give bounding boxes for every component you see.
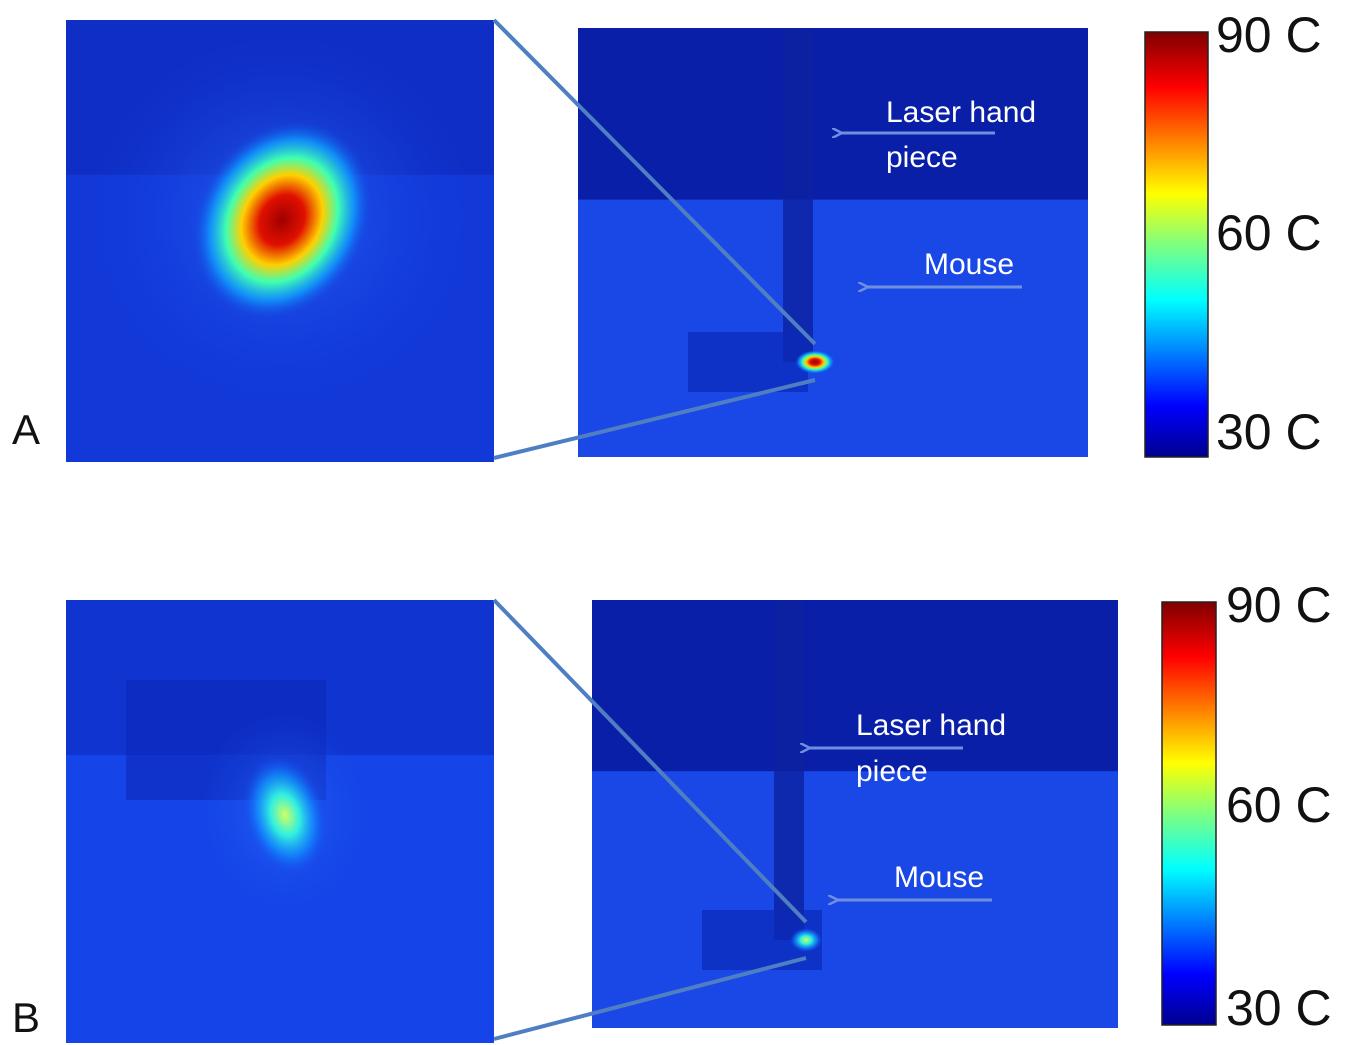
colorbar-label: 60 C	[1216, 205, 1322, 261]
panel-label: B	[12, 994, 40, 1041]
colorbar-label: 90 C	[1226, 577, 1332, 633]
annotation: Laser hand	[856, 709, 1006, 742]
colorbar	[1162, 602, 1216, 1025]
figure: Laser hand piece Mouse 90 C 60 C 30 C A Laser h…	[0, 0, 1368, 1045]
shadow	[688, 332, 808, 392]
annotation: piece	[886, 141, 958, 174]
annotation: Mouse	[924, 248, 1014, 281]
annotation: Laser hand	[886, 96, 1036, 129]
hotspot	[790, 928, 822, 952]
colorbar-label: 30 C	[1226, 980, 1332, 1036]
annotation: piece	[856, 755, 928, 788]
annotation: Mouse	[894, 861, 984, 894]
hand-piece	[774, 600, 804, 940]
colorbar	[1145, 32, 1208, 457]
background-dark	[592, 600, 1118, 771]
colorbar-label: 60 C	[1226, 777, 1332, 833]
hand-piece	[783, 28, 813, 362]
colorbar-label: 30 C	[1216, 404, 1322, 460]
panel-label: A	[12, 406, 40, 453]
colorbar-label: 90 C	[1216, 7, 1322, 63]
hotspot	[795, 350, 835, 374]
